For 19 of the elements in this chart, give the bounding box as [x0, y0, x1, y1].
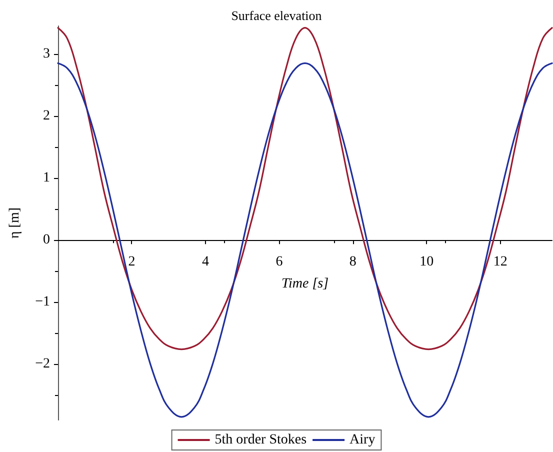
y-tick-label: 2 — [43, 108, 50, 124]
chart-title: Surface elevation — [231, 8, 322, 23]
legend-label: Airy — [350, 432, 376, 448]
y-axis-title: η [m] — [8, 207, 22, 239]
y-tick-label: −1 — [35, 294, 50, 310]
x-tick-label: 4 — [202, 254, 209, 270]
line-series — [57, 62, 553, 418]
x-axis-title: Time [s] — [281, 276, 329, 292]
line-series — [57, 27, 553, 350]
y-tick-label: 1 — [43, 170, 50, 186]
y-tick-label: 3 — [43, 46, 50, 62]
x-tick-label: 10 — [420, 254, 434, 270]
legend-label: 5th order Stokes — [214, 432, 307, 448]
x-tick-label: 6 — [276, 254, 283, 270]
y-tick-label: −2 — [35, 356, 50, 372]
x-tick-label: 2 — [128, 254, 136, 270]
x-tick-label: 12 — [493, 254, 508, 270]
x-tick-label: 8 — [349, 254, 356, 270]
y-tick-label: 0 — [43, 232, 50, 248]
